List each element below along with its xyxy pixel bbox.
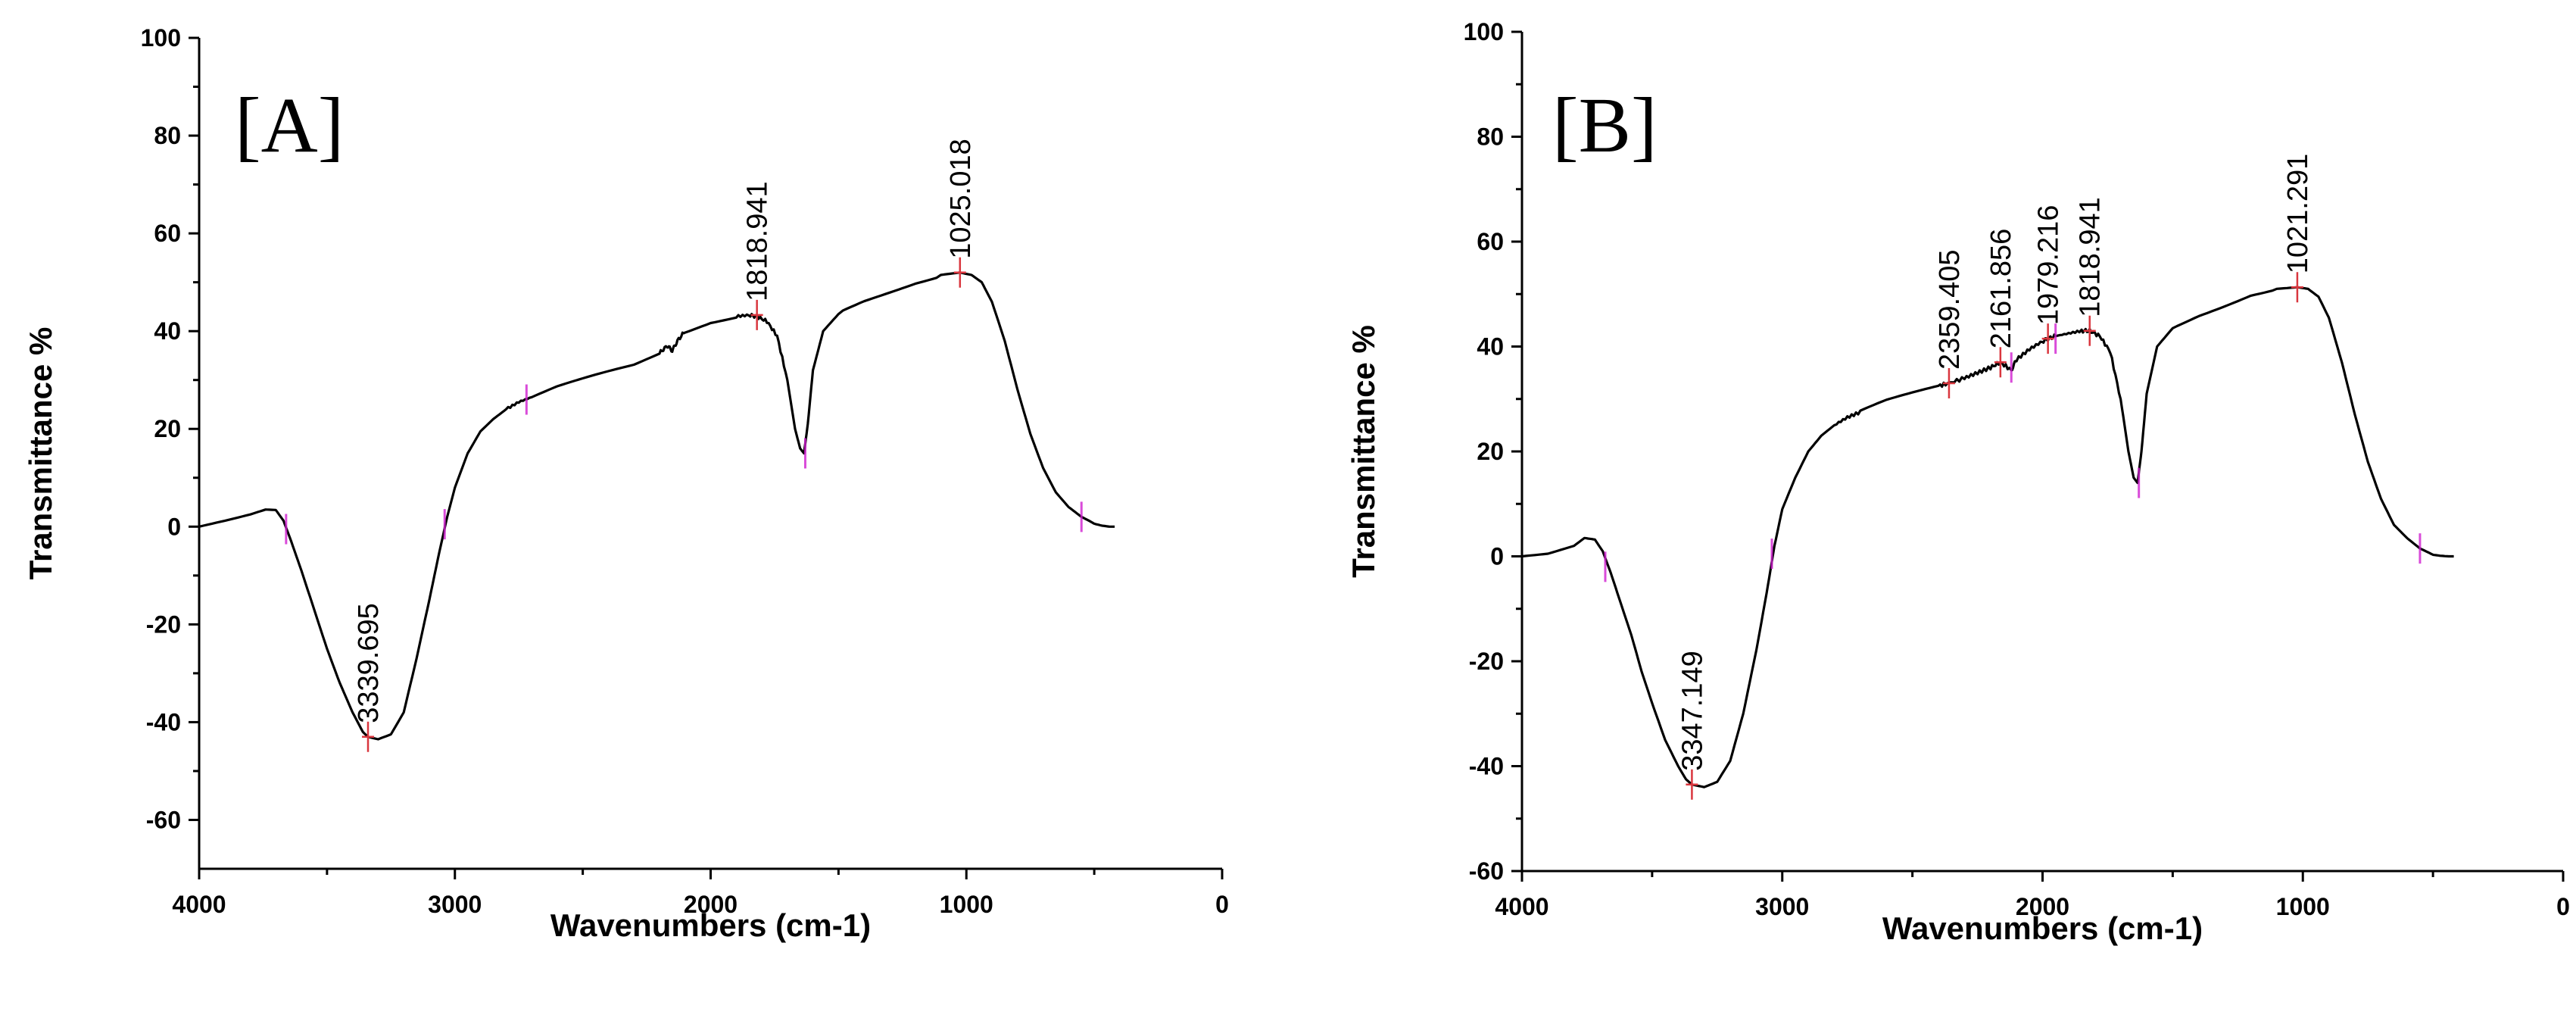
panel-b-x-tick-label: 1000: [2276, 893, 2330, 920]
panel-a-peak-label: 1025.018: [945, 139, 977, 259]
panel-a-label: [A]: [235, 82, 344, 169]
panel-b-peak-label: 3347.149: [1676, 651, 1708, 771]
panel-a-y-tick-label: -60: [146, 806, 181, 833]
panel-a-y-tick-label: 0: [167, 513, 181, 540]
panel-a-x-axis-title: Wavenumbers (cm-1): [550, 907, 871, 943]
panel-a-y-tick-label: 80: [154, 122, 181, 149]
panel-b-y-tick-label: 100: [1464, 18, 1504, 45]
panel-b-label: [B]: [1552, 82, 1658, 169]
panel-b: 100 80 60 40 20 0 -20 -40 -60 4000 3000 2000 1000 0 Wa…: [1346, 18, 2570, 946]
panel-b-x-tick-label: 3000: [1755, 893, 1809, 920]
panel-a-y-axis-title: Transmittance %: [23, 327, 58, 580]
panel-b-y-tick-label: 40: [1477, 333, 1504, 361]
panel-a-y-tick-label: 40: [154, 317, 181, 345]
panel-a-x-tick-label: 1000: [940, 891, 993, 918]
panel-b-peak-label: 1979.216: [2033, 205, 2065, 326]
panel-a-peak-label: 1818.941: [742, 181, 774, 301]
panel-a-x-tick-label: 2000: [684, 891, 738, 918]
panel-b-y-axis-title: Transmittance %: [1346, 325, 1381, 578]
panel-a-y-tick-label: -20: [146, 610, 181, 638]
panel-b-peak-label: 1021.291: [2282, 154, 2314, 274]
panel-a-x-tick-label: 0: [1215, 891, 1229, 918]
panel-a-series-line: [198, 271, 1115, 741]
panel-b-x-axis-title: Wavenumbers (cm-1): [1882, 910, 2203, 946]
panel-a-y-tick-label: -40: [146, 708, 181, 735]
panel-b-x-tick-label: 2000: [2016, 893, 2069, 920]
panel-a-y-tick-label: 20: [154, 415, 181, 442]
panel-a-y-tick-label: 60: [154, 220, 181, 247]
panel-b-y-tick-label: 80: [1477, 123, 1504, 151]
panel-b-x-tick-label: 0: [2556, 893, 2570, 920]
panel-b-y-tick-label: -40: [1469, 753, 1504, 780]
panel-b-y-tick-label: 0: [1490, 543, 1504, 570]
panel-b-x-tick-label: 4000: [1495, 893, 1548, 920]
panel-a-x-tick-label: 3000: [428, 891, 482, 918]
panel-a-x-tick-label: 4000: [172, 891, 226, 918]
panel-b-series-line: [1521, 286, 2455, 788]
panel-b-y-tick-label: 20: [1477, 438, 1504, 465]
panel-b-y-tick-label: 60: [1477, 228, 1504, 255]
panel-a: 100 80 60 40 20 0 -20 -40 -60 4000 3000 2000 1000 0 Wa…: [23, 24, 1229, 943]
panel-b-peak-label: 2161.856: [1985, 229, 2017, 349]
panel-a-y-tick-label: 100: [141, 24, 181, 52]
panel-b-peak-label: 1818.941: [2075, 197, 2107, 317]
panel-b-y-tick-label: -60: [1469, 857, 1504, 885]
panel-a-peak-label: 3339.695: [353, 603, 385, 723]
panel-b-y-tick-label: -20: [1469, 648, 1504, 675]
panel-b-peak-label: 2359.405: [1934, 249, 1966, 370]
